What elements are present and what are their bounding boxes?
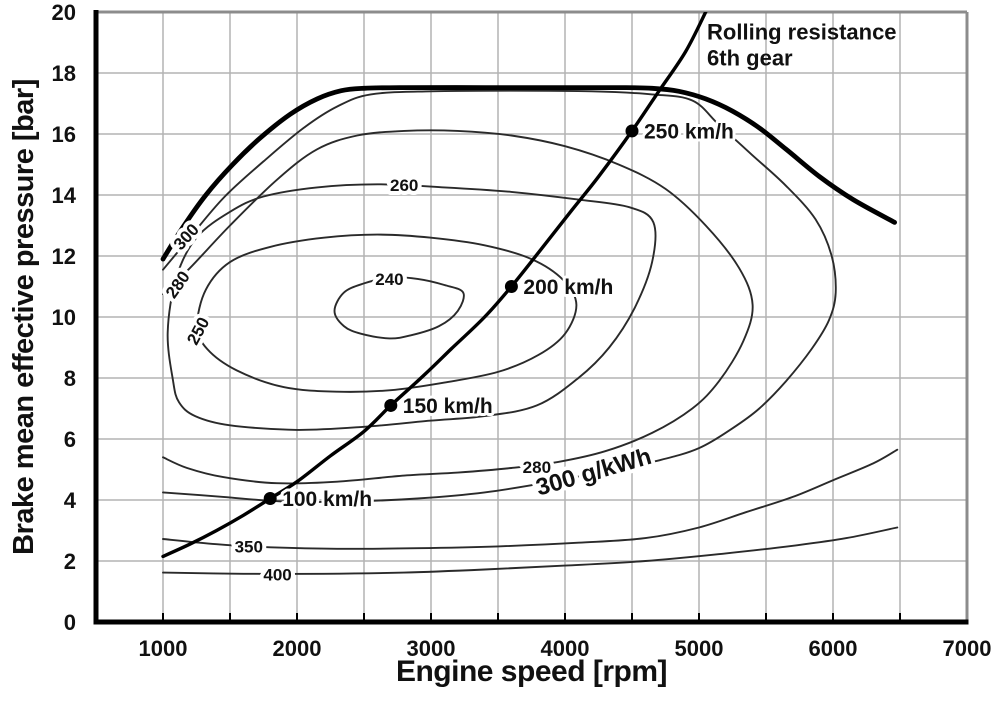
- contour-label-250: 250: [183, 314, 213, 348]
- speed-dot-4500: [625, 124, 639, 138]
- speed-label: 200 km/h: [523, 276, 613, 299]
- x-tick-label-6000: 6000: [809, 636, 858, 661]
- contour-line-400: [162, 526, 899, 575]
- rolling-resistance-label-line1: Rolling resistance: [707, 19, 897, 44]
- contour-line-300: [162, 89, 837, 503]
- speed-label: 250 km/h: [644, 120, 734, 143]
- x-tick-label-2000: 2000: [273, 636, 322, 661]
- speed-label: 100 km/h: [282, 488, 372, 511]
- y-tick-label-0: 0: [64, 610, 76, 635]
- rolling-resistance-label-line2: 6th gear: [707, 45, 793, 70]
- x-axis-title: Engine speed [rpm]: [395, 655, 668, 688]
- y-tick-label-10: 10: [52, 305, 76, 330]
- contour-label-300: 300: [170, 220, 203, 254]
- contour-line-250: [196, 233, 578, 393]
- y-tick-label-16: 16: [52, 122, 76, 147]
- x-tick-label-5000: 5000: [675, 636, 724, 661]
- y-tick-label-2: 2: [64, 549, 76, 574]
- y-axis-title: Brake mean effective pressure [bar]: [8, 79, 40, 555]
- contour-label-240: 240: [375, 270, 403, 289]
- contour-label-350: 350: [235, 537, 263, 556]
- contour-label-400: 400: [263, 566, 291, 585]
- x-tick-label-3000: 3000: [407, 636, 456, 661]
- contour-line-240: [333, 276, 465, 340]
- y-tick-label-8: 8: [64, 366, 76, 391]
- contour-label-300: 300 g/kWh: [533, 443, 655, 502]
- y-tick-label-4: 4: [64, 488, 77, 513]
- y-tick-label-14: 14: [52, 183, 77, 208]
- contour-label-280: 280: [523, 458, 551, 477]
- y-tick-label-18: 18: [52, 61, 76, 86]
- speed-dot-2700: [384, 398, 398, 412]
- x-tick-label-7000: 7000: [943, 636, 992, 661]
- speed-dot-3600: [504, 280, 518, 293]
- contour-line-280: [162, 129, 754, 485]
- x-tick-label-4000: 4000: [541, 636, 590, 661]
- contour-label-280: 280: [162, 268, 194, 302]
- speed-label: 150 km/h: [403, 395, 493, 418]
- full-load-curve: [160, 85, 897, 262]
- y-tick-label-6: 6: [64, 427, 76, 452]
- speed-dot-1800: [263, 491, 277, 505]
- y-tick-label-12: 12: [52, 244, 76, 269]
- x-tick-label-1000: 1000: [139, 636, 188, 661]
- contour-line-350: [162, 448, 899, 550]
- contour-line-260: [166, 183, 657, 431]
- y-tick-label-20: 20: [52, 0, 76, 25]
- contour-label-260: 260: [390, 176, 418, 195]
